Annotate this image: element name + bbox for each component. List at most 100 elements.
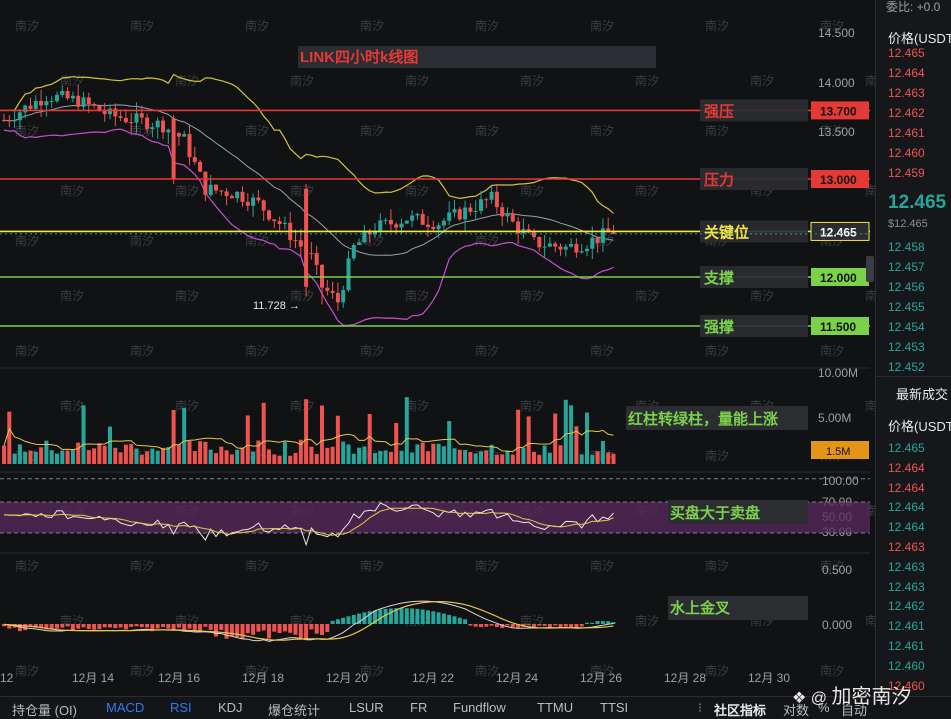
tab-fundflow[interactable]: Fundflow [453,700,506,715]
watermark-glyph: 南汐 [475,558,499,573]
macd-histogram-bar [86,624,91,630]
macd-histogram-bar [176,624,181,628]
candle-body [542,246,547,248]
volume-bar [44,440,49,464]
bid-row[interactable]: 12.454 [888,320,925,334]
trade-row[interactable]: 12.462 [888,599,925,614]
level-price-badge [810,221,870,241]
watermark-glyph: 南汐 [60,73,84,88]
watermark-glyph: 南汐 [635,73,659,88]
candle-body [60,91,65,95]
tab-ttmu[interactable]: TTMU [537,700,574,715]
volume-bar [314,453,319,464]
ask-row[interactable]: 12.460 [888,146,925,160]
bid-row[interactable]: 12.457 [888,260,925,274]
macd-histogram-bar [102,624,107,628]
bid-row[interactable]: 12.458 [888,240,925,254]
trade-row[interactable]: 12.460 [888,658,925,673]
tab-[interactable]: 爆仓统计 [268,703,321,718]
tab-lsur[interactable]: LSUR [349,700,384,715]
trade-row[interactable]: 12.463 [888,579,925,594]
trades-title[interactable]: 最新成交 [896,387,949,402]
trade-row[interactable]: 12.464 [888,480,925,495]
price-axis-handle[interactable] [866,256,874,282]
macd-histogram-bar [192,624,197,632]
volume-bar [55,453,59,464]
ask-row[interactable]: 12.464 [888,66,925,80]
watermark-glyph: 南汐 [130,18,154,33]
ask-row[interactable]: 12.465 [888,46,925,60]
ask-row[interactable]: 12.459 [888,166,925,180]
watermark-glyph: 南汐 [290,288,314,303]
tab-oi[interactable]: 持仓量 (OI) [12,703,77,718]
log-scale-button[interactable]: 对数 [783,703,810,718]
macd-histogram-bar [293,624,298,635]
volume-bar [23,451,28,464]
tab-ttsi[interactable]: TTSI [600,700,629,715]
community-icon: ⁝ [698,700,703,715]
macd-histogram-bar [341,617,346,624]
macd-histogram-bar [17,624,22,632]
watermark-glyph: 南汐 [705,663,729,678]
candle-body [346,258,351,291]
trade-row[interactable]: 12.464 [888,520,925,535]
trade-row[interactable]: 12.460 [888,678,925,693]
trade-row[interactable]: 12.463 [888,559,925,574]
volume-bar [182,407,187,464]
candle-body [357,242,362,245]
trade-row[interactable]: 12.464 [888,460,925,475]
volume-current-label: 1.5M [826,446,850,458]
volume-bar [272,454,277,464]
bid-row[interactable]: 12.453 [888,340,925,354]
trade-row[interactable]: 12.461 [888,639,925,653]
candle-body [12,120,17,122]
candle-body [134,113,139,123]
macd-histogram-bar [367,611,372,624]
macd-histogram-bar [516,624,521,628]
macd-histogram-bar [113,624,118,629]
candle-body [97,105,102,112]
title-box [298,46,656,68]
tab-macd[interactable]: MACD [106,700,145,715]
volume-bar [161,447,165,464]
tab-fr[interactable]: FR [410,700,428,715]
trade-row[interactable]: 12.461 [888,619,925,634]
trade-row[interactable]: 12.463 [888,540,925,554]
candle-body [590,237,595,249]
volume-bar [410,452,415,464]
watermark-glyph: 南汐 [405,183,429,198]
watermark-glyph: 南汐 [130,343,154,358]
candle-body [383,219,388,221]
candle-body [404,220,409,224]
macd-histogram-bar [214,624,218,637]
trade-row[interactable]: 12.464 [888,500,925,515]
volume-bar [288,455,293,464]
volume-bar [235,449,240,464]
macd-histogram-bar [166,624,171,629]
tab-kdj[interactable]: KDJ [218,700,243,715]
candle-body [441,220,446,226]
ask-row[interactable]: 12.463 [888,86,925,100]
bid-row[interactable]: 12.452 [888,360,925,374]
bid-row[interactable]: 12.456 [888,280,925,294]
volume-bar [198,441,203,464]
candle-body [86,97,91,104]
watermark-glyph: 南汐 [475,233,499,248]
volume-bar [367,413,372,464]
watermark-glyph: 南汐 [635,613,659,628]
trade-row[interactable]: 12.465 [888,441,925,455]
volume-bar [447,421,452,464]
ask-row[interactable]: 12.461 [888,126,925,140]
percent-scale-button[interactable]: % [818,700,830,715]
candle-body [479,199,483,211]
bid-row[interactable]: 12.455 [888,300,925,314]
candle-body [113,108,118,117]
auto-scale-button[interactable]: 自动 [841,703,868,718]
watermark-glyph: 南汐 [820,558,844,573]
macd-dea-line [3,600,614,641]
ask-row[interactable]: 12.462 [888,106,925,120]
community-indicators-button[interactable]: 社区指标 [714,703,767,718]
volume-bar [553,413,558,464]
tab-rsi[interactable]: RSI [170,700,192,715]
